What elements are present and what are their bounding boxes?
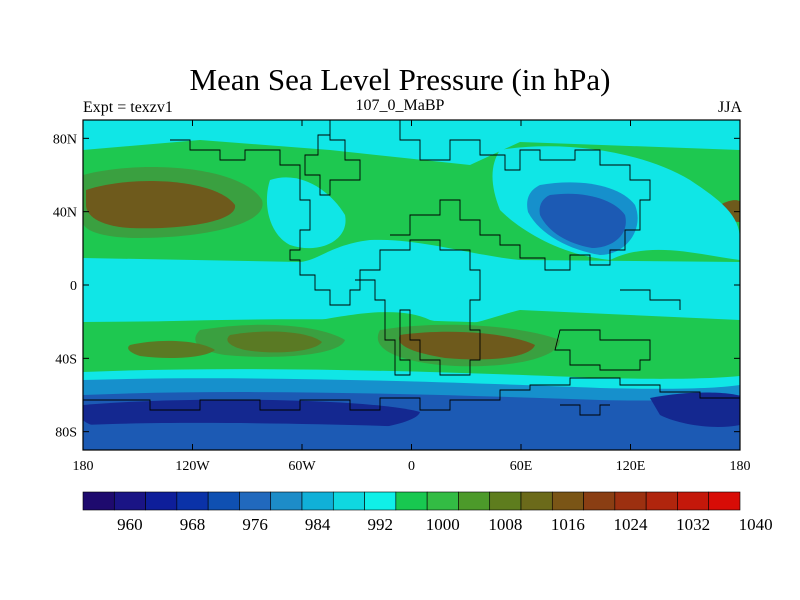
- colorbar-swatch: [677, 491, 710, 511]
- colorbar-label: 976: [242, 515, 268, 534]
- period-label: 107_0_MaBP: [355, 97, 445, 114]
- colorbar-swatch: [145, 491, 178, 511]
- australia-coast: [554, 329, 651, 371]
- south-pacific-high-core: [227, 331, 322, 353]
- colorbar-label: 984: [305, 515, 331, 534]
- lon-tick-label: 0: [408, 459, 415, 474]
- americas-africa-coast: [170, 139, 481, 376]
- colorbar-swatch: [207, 491, 240, 511]
- lon-tick-label: 120E: [616, 459, 646, 474]
- latitude-axis: 80N 40N 0 40S 80S: [53, 132, 740, 441]
- colorbar-label: 992: [367, 515, 393, 534]
- colorbar-swatch: [520, 491, 553, 511]
- lon-tick-label: 60E: [510, 459, 533, 474]
- lat-tick-label: 0: [70, 279, 77, 294]
- colorbar-label: 1008: [488, 515, 522, 534]
- antarctic-inlet-coast: [560, 404, 610, 416]
- season-label: JJA: [717, 99, 742, 116]
- circumpolar-low-east: [650, 392, 740, 427]
- lon-tick-label: 60W: [288, 459, 316, 474]
- lat-tick-label: 40S: [55, 352, 77, 367]
- colorbar-swatch: [332, 491, 365, 511]
- coastlines: [83, 120, 740, 416]
- africa-cyan: [315, 257, 463, 310]
- south-east-pacific-high: [128, 340, 215, 358]
- colorbar-swatch: [82, 491, 115, 511]
- colorbar-label: 1032: [676, 515, 710, 534]
- colorbar-swatch: [708, 491, 741, 511]
- colorbar-swatch: [489, 491, 522, 511]
- colorbar-swatch: [176, 491, 209, 511]
- map-title: Mean Sea Level Pressure (in hPa): [189, 62, 611, 97]
- lon-tick-label: 180: [73, 459, 94, 474]
- lat-tick-label: 80S: [55, 426, 77, 441]
- experiment-label: Expt = texzv1: [83, 99, 173, 116]
- greenland-coast: [304, 120, 361, 196]
- colorbar-swatch: [583, 491, 616, 511]
- asian-low-core: [539, 193, 626, 248]
- colorbar: 960 968 976 984 992 1000 1008 1016 1024 1032 1040: [82, 491, 773, 534]
- lon-tick-label: 180: [730, 459, 751, 474]
- colorbar-swatch: [614, 491, 647, 511]
- lat-tick-label: 40N: [53, 206, 77, 221]
- colorbar-swatch: [239, 491, 272, 511]
- colorbar-label: 1016: [551, 515, 585, 534]
- antarctic-band: [83, 422, 740, 450]
- maritime-continent-coast: [620, 289, 681, 310]
- pressure-field: [83, 120, 740, 450]
- lat-tick-label: 80N: [53, 132, 77, 147]
- colorbar-label: 1040: [739, 515, 773, 534]
- antarctica-coast: [83, 377, 740, 411]
- lon-tick-label: 120W: [175, 459, 210, 474]
- colorbar-swatch: [113, 491, 146, 511]
- longitude-axis: 180 120W 60W 0 60E 120E 180: [73, 120, 751, 474]
- cyan-north-band: [83, 120, 740, 165]
- colorbar-swatch: [551, 491, 584, 511]
- south-atlantic-high-core: [399, 331, 535, 360]
- colorbar-swatch: [364, 491, 397, 511]
- colorbar-label: 1000: [426, 515, 460, 534]
- colorbar-swatch: [426, 491, 459, 511]
- colorbar-swatch: [270, 491, 303, 511]
- eurasia-coast: [390, 120, 651, 271]
- colorbar-swatch: [458, 491, 491, 511]
- colorbar-swatch: [645, 491, 678, 511]
- colorbar-label: 968: [180, 515, 206, 534]
- colorbar-swatch: [395, 491, 428, 511]
- colorbar-swatch: [301, 491, 334, 511]
- colorbar-label: 960: [117, 515, 143, 534]
- colorbar-label: 1024: [614, 515, 649, 534]
- north-pacific-high: [86, 181, 236, 229]
